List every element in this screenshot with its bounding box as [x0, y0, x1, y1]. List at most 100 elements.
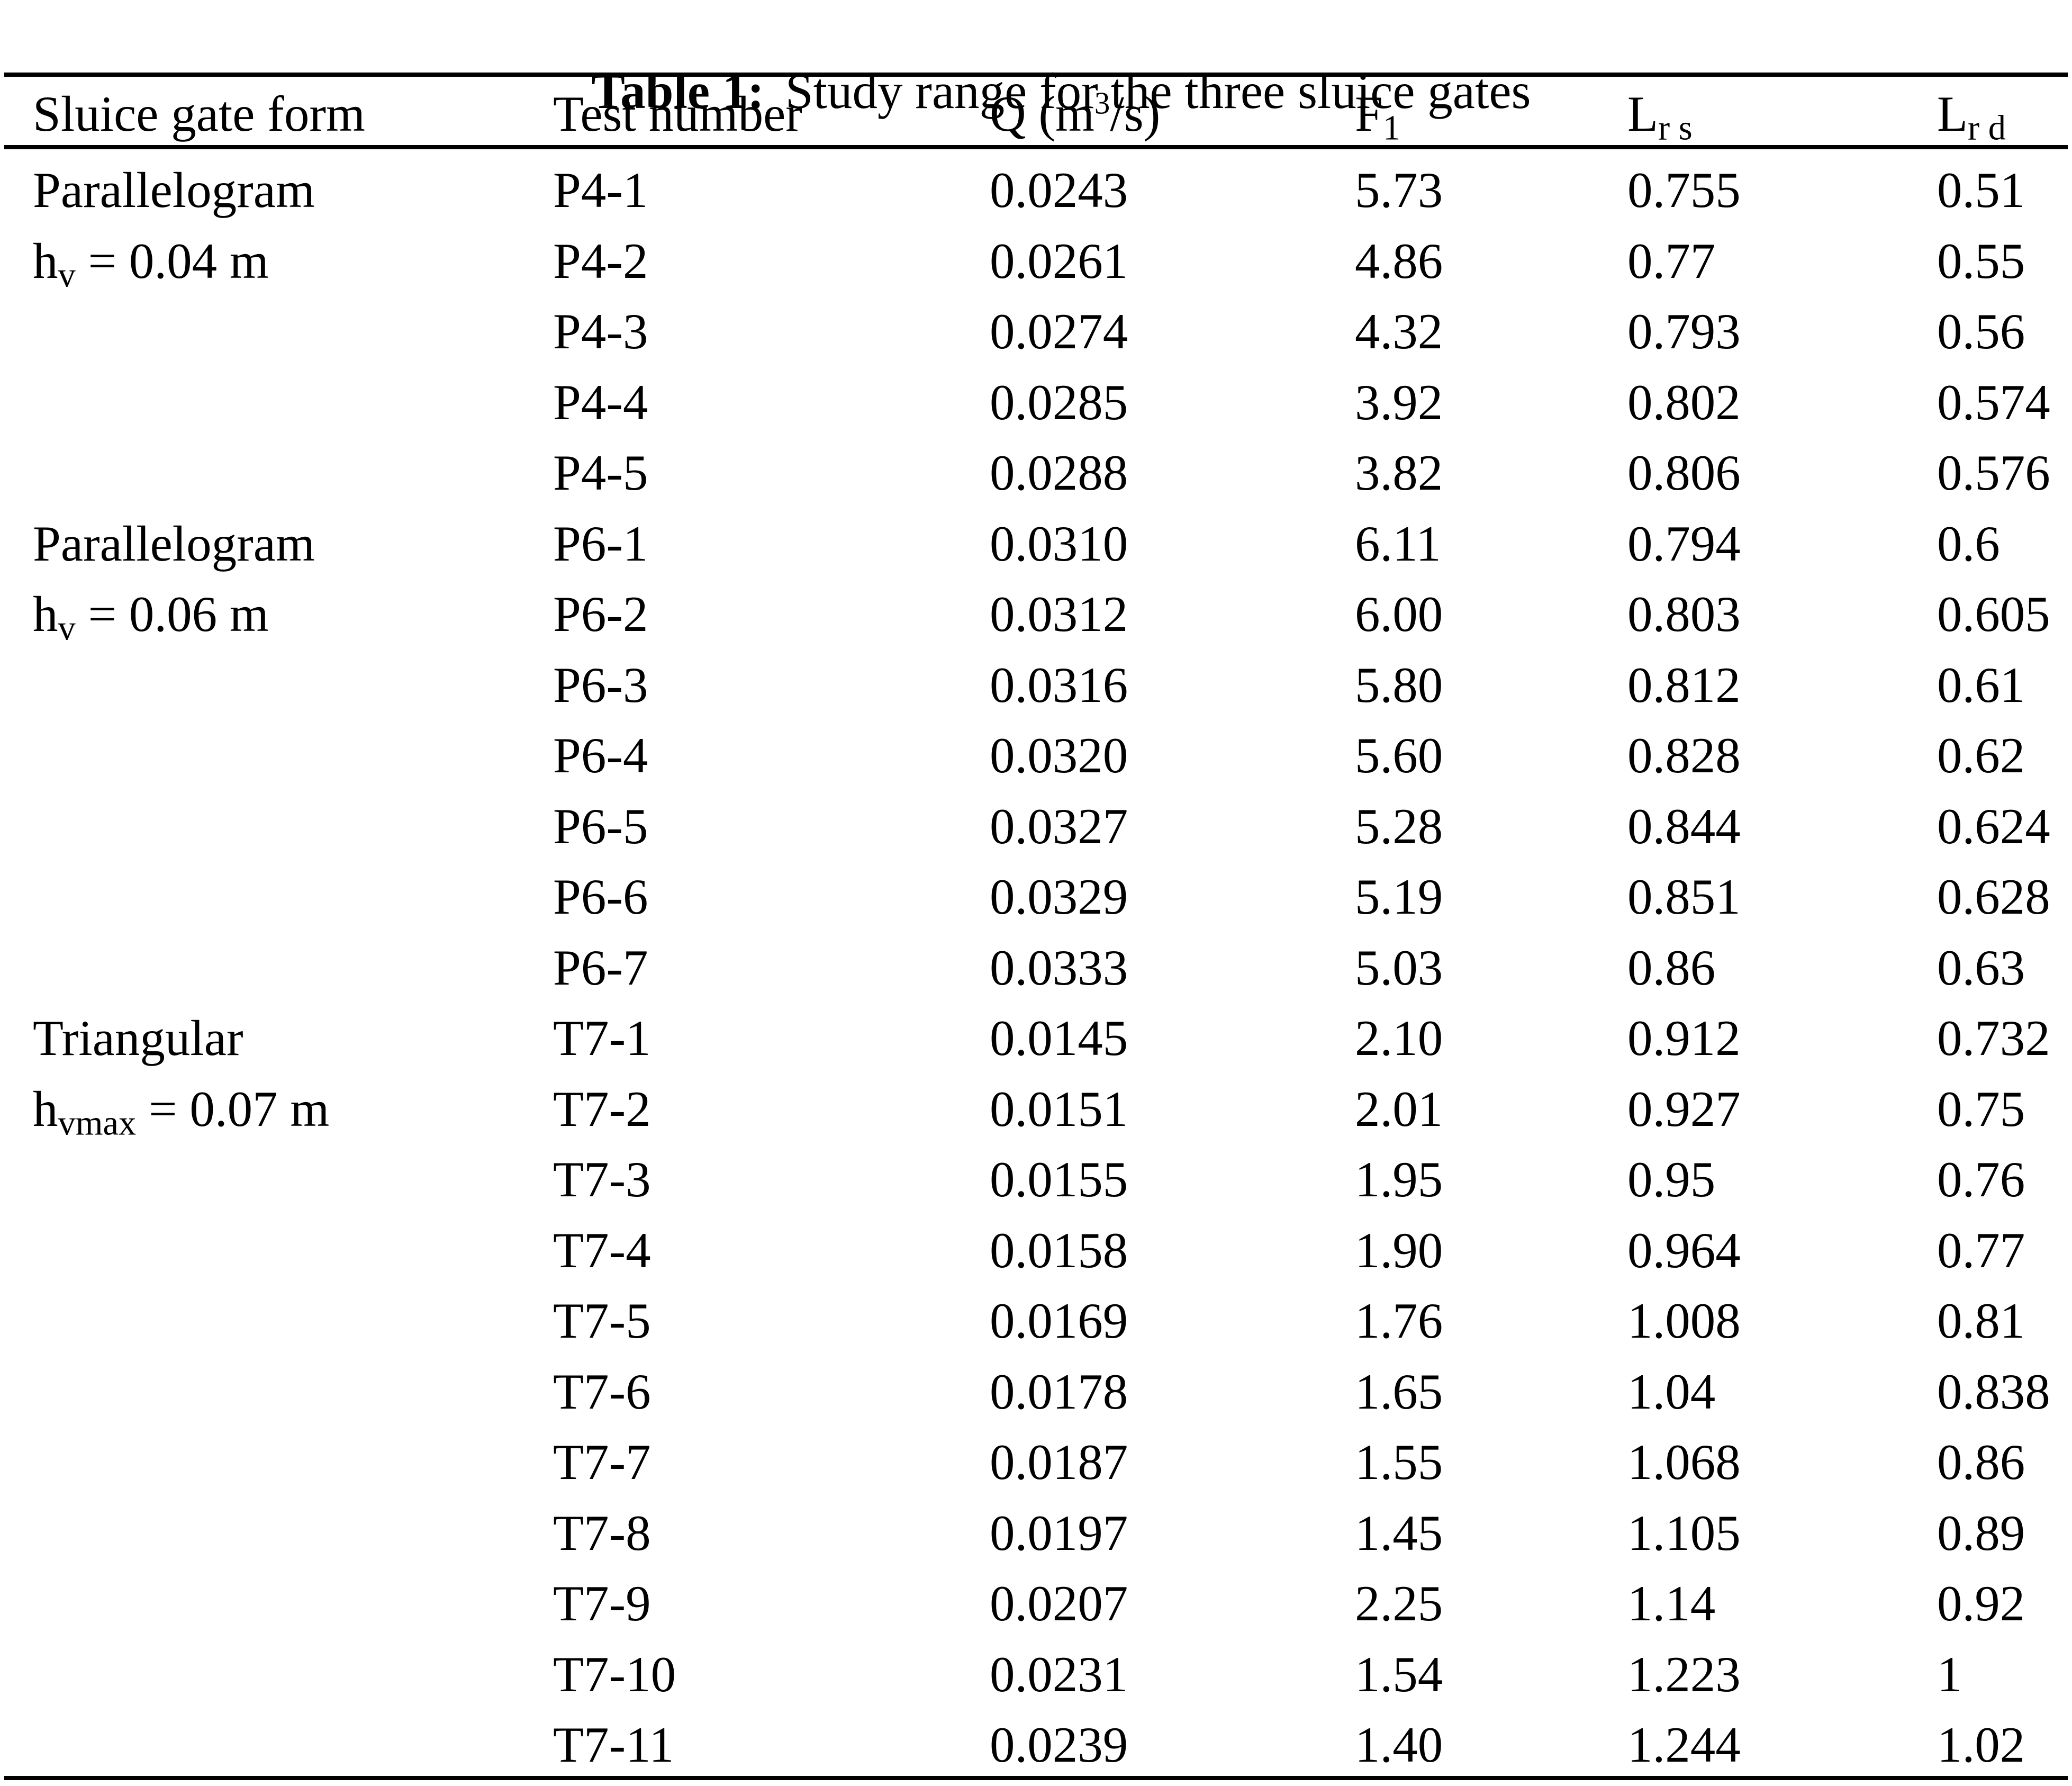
table-row: Triangular T7-1 0.0145 2.10 0.912 0.732 [0, 1003, 2072, 1074]
cell-discharge: 0.0333 [990, 939, 1128, 996]
cell-discharge: 0.0178 [990, 1363, 1128, 1420]
froude-subscript: 1 [1382, 109, 1401, 148]
cell-lrd: 0.76 [1937, 1151, 2025, 1207]
cell-discharge: 0.0261 [990, 232, 1128, 289]
table-row: P6-7 0.0333 5.03 0.86 0.63 [0, 933, 2072, 1004]
group-param-base: h [33, 232, 58, 289]
cell-discharge: 0.0320 [990, 727, 1128, 783]
table-row: T7-10 0.0231 1.54 1.223 1 [0, 1639, 2072, 1710]
cell-test-number: T7-11 [553, 1717, 674, 1773]
cell-test-number: P4-2 [553, 232, 648, 289]
cell-discharge: 0.0288 [990, 445, 1128, 501]
cell-test-number: T7-5 [553, 1293, 651, 1349]
cell-discharge: 0.0327 [990, 798, 1128, 854]
cell-test-number: T7-3 [553, 1151, 651, 1207]
cell-sluice-gate-form [33, 1568, 553, 1639]
cell-discharge: 0.0187 [990, 1434, 1128, 1490]
cell-discharge: 0.0310 [990, 515, 1128, 572]
lrd-subscript: r d [1968, 109, 2006, 148]
cell-froude-number: 5.73 [1355, 162, 1443, 218]
cell-lrd: 0.55 [1937, 232, 2025, 289]
cell-lrd: 1.02 [1937, 1717, 2025, 1773]
cell-test-number: P4-3 [553, 303, 648, 359]
cell-lrs: 0.86 [1627, 939, 1716, 996]
cell-sluice-gate-form [33, 1144, 553, 1215]
cell-lrs: 0.803 [1627, 586, 1741, 642]
cell-lrd: 0.86 [1937, 1434, 2025, 1490]
cell-lrd: 0.576 [1937, 445, 2050, 501]
cell-lrs: 0.812 [1627, 656, 1741, 713]
cell-test-number: P6-2 [553, 586, 648, 642]
col-header-test-number: Test number [553, 86, 802, 142]
table-row: T7-9 0.0207 2.25 1.14 0.92 [0, 1568, 2072, 1639]
cell-lrs: 1.008 [1627, 1293, 1741, 1349]
cell-sluice-gate-form [33, 1215, 553, 1286]
cell-test-number: T7-1 [553, 1010, 651, 1066]
cell-sluice-gate-form: Parallelogram [33, 509, 553, 580]
cell-froude-number: 2.01 [1355, 1080, 1443, 1137]
cell-froude-number: 5.28 [1355, 798, 1443, 854]
cell-froude-number: 1.95 [1355, 1151, 1443, 1207]
col-header-sluice-gate-form: Sluice gate form [33, 86, 365, 142]
cell-froude-number: 6.00 [1355, 586, 1443, 642]
lrs-subscript: r s [1658, 109, 1693, 148]
cell-lrs: 0.95 [1627, 1151, 1716, 1207]
cell-test-number: P6-7 [553, 939, 648, 996]
cell-froude-number: 5.03 [1355, 939, 1443, 996]
cell-test-number: P6-5 [553, 798, 648, 854]
cell-lrd: 0.838 [1937, 1363, 2050, 1420]
group-param-rest: = 0.04 m [75, 232, 269, 289]
col-header-lrs: Lr s [1627, 83, 1937, 148]
froude-symbol: F [1355, 86, 1383, 142]
cell-lrs: 1.105 [1627, 1504, 1741, 1561]
table-caption-text: Study range for the three sluice gates [785, 63, 1531, 119]
cell-discharge: 0.0329 [990, 869, 1128, 925]
table-row: P6-5 0.0327 5.28 0.844 0.624 [0, 791, 2072, 862]
table-row: P4-5 0.0288 3.82 0.806 0.576 [0, 438, 2072, 509]
cell-lrd: 0.81 [1937, 1293, 2025, 1349]
cell-froude-number: 3.82 [1355, 445, 1443, 501]
cell-test-number: T7-7 [553, 1434, 651, 1490]
cell-lrd: 0.574 [1937, 374, 2050, 430]
cell-sluice-gate-form [33, 791, 553, 862]
cell-sluice-gate-form: hvmax = 0.07 m [33, 1074, 553, 1145]
cell-sluice-gate-form [33, 1639, 553, 1710]
cell-lrs: 0.755 [1627, 162, 1741, 218]
q-unit-exponent: 3 [1094, 86, 1110, 121]
group-param-base: h [33, 1080, 58, 1137]
cell-froude-number: 1.65 [1355, 1363, 1443, 1420]
group-param-rest: = 0.06 m [75, 586, 269, 642]
cell-sluice-gate-form [33, 1710, 553, 1781]
cell-test-number: T7-8 [553, 1504, 651, 1561]
group-param-subscript: v [58, 256, 76, 295]
group-form-label: Triangular [33, 1010, 243, 1066]
cell-froude-number: 1.40 [1355, 1717, 1443, 1773]
table-row: P4-4 0.0285 3.92 0.802 0.574 [0, 367, 2072, 438]
q-unit-post: /s) [1110, 86, 1161, 142]
cell-test-number: T7-4 [553, 1222, 651, 1278]
cell-froude-number: 4.86 [1355, 232, 1443, 289]
lrd-symbol: L [1937, 86, 1968, 142]
cell-discharge: 0.0231 [990, 1646, 1128, 1702]
table-row: P6-3 0.0316 5.80 0.812 0.61 [0, 650, 2072, 721]
cell-lrs: 1.068 [1627, 1434, 1741, 1490]
cell-froude-number: 1.54 [1355, 1646, 1443, 1702]
cell-discharge: 0.0312 [990, 586, 1128, 642]
group-param-rest: = 0.07 m [136, 1080, 330, 1137]
cell-sluice-gate-form [33, 296, 553, 367]
cell-lrs: 0.927 [1627, 1080, 1741, 1137]
cell-lrs: 0.794 [1627, 515, 1741, 572]
cell-lrd: 0.732 [1937, 1010, 2050, 1066]
table-caption-label: Table 1: [591, 63, 764, 119]
cell-discharge: 0.0145 [990, 1010, 1128, 1066]
top-rule [4, 73, 2068, 77]
cell-froude-number: 6.11 [1355, 515, 1441, 572]
cell-sluice-gate-form [33, 367, 553, 438]
cell-test-number: P6-4 [553, 727, 648, 783]
cell-lrs: 1.244 [1627, 1717, 1741, 1773]
cell-sluice-gate-form [33, 1286, 553, 1357]
cell-sluice-gate-form: Parallelogram [33, 155, 553, 226]
cell-sluice-gate-form: Triangular [33, 1003, 553, 1074]
cell-test-number: P6-6 [553, 869, 648, 925]
cell-froude-number: 2.25 [1355, 1575, 1443, 1631]
